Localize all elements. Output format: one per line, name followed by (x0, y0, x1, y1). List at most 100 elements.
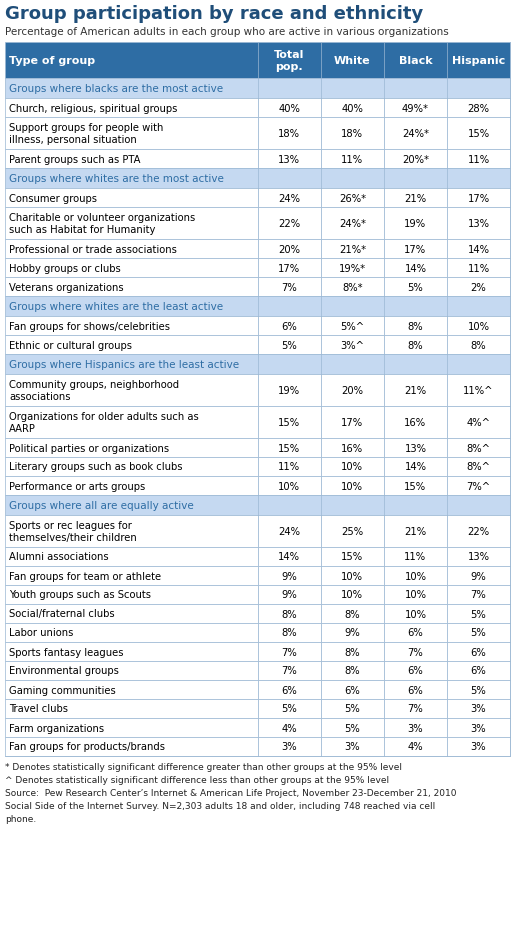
Bar (321, 548, 384, 566)
Text: 19%*: 19%* (339, 264, 366, 273)
Bar (384, 277, 447, 297)
Text: White: White (334, 56, 371, 66)
Bar (321, 99, 384, 118)
Bar (321, 566, 384, 586)
Text: 21%*: 21%* (339, 244, 366, 254)
Bar (384, 336, 447, 354)
Bar (321, 118, 384, 149)
Bar (258, 718, 321, 737)
Bar (447, 188, 510, 208)
Bar (5, 118, 258, 149)
Text: 3%: 3% (471, 723, 486, 733)
Bar (258, 737, 321, 756)
Text: 20%*: 20%* (402, 154, 429, 164)
Bar (258, 149, 321, 169)
Bar (321, 680, 384, 699)
Text: 28%: 28% (468, 103, 489, 113)
Bar (447, 680, 510, 699)
Text: Labor unions: Labor unions (9, 628, 73, 638)
Bar (258, 259, 321, 277)
Bar (447, 277, 510, 297)
Text: 5%: 5% (281, 341, 297, 350)
Bar (447, 375, 510, 406)
Text: 22%: 22% (468, 526, 490, 536)
Bar (258, 515, 321, 548)
Text: Organizations for older adults such as
AARP: Organizations for older adults such as A… (9, 412, 199, 433)
Text: 18%: 18% (278, 129, 300, 139)
Bar (258, 699, 321, 718)
Text: 8%: 8% (345, 647, 360, 657)
Bar (321, 208, 384, 239)
Bar (447, 458, 510, 476)
Text: 8%: 8% (345, 609, 360, 619)
Bar (321, 699, 384, 718)
Bar (321, 239, 384, 259)
Text: 10%: 10% (341, 481, 364, 491)
Bar (384, 548, 447, 566)
Bar (321, 662, 384, 680)
Text: 6%: 6% (471, 665, 486, 676)
Bar (447, 336, 510, 354)
Text: 10%: 10% (341, 462, 364, 472)
Bar (447, 476, 510, 496)
Text: Group participation by race and ethnicity: Group participation by race and ethnicit… (5, 5, 423, 23)
Text: 7%^: 7%^ (467, 481, 490, 491)
Bar (258, 548, 321, 566)
Bar (447, 259, 510, 277)
Text: 7%: 7% (407, 703, 423, 714)
Text: 9%: 9% (345, 628, 360, 638)
Text: 9%: 9% (281, 590, 297, 599)
Bar (5, 586, 258, 604)
Text: 6%: 6% (281, 685, 297, 695)
Text: 5%: 5% (471, 685, 486, 695)
Bar (321, 737, 384, 756)
Text: 40%: 40% (279, 103, 300, 113)
Bar (5, 642, 258, 662)
Bar (321, 515, 384, 548)
Text: 10%: 10% (404, 590, 426, 599)
Bar (258, 277, 321, 297)
Bar (258, 586, 321, 604)
Bar (447, 699, 510, 718)
Bar (5, 439, 258, 458)
Bar (258, 188, 321, 208)
Bar (5, 297, 510, 316)
Bar (447, 718, 510, 737)
Bar (321, 439, 384, 458)
Text: 16%: 16% (341, 443, 364, 453)
Text: 8%^: 8%^ (467, 443, 490, 453)
Text: Hobby groups or clubs: Hobby groups or clubs (9, 264, 121, 273)
Text: 7%: 7% (471, 590, 486, 599)
Bar (5, 375, 258, 406)
Text: 3%: 3% (407, 723, 423, 733)
Bar (321, 316, 384, 336)
Text: 10%: 10% (278, 481, 300, 491)
Bar (5, 259, 258, 277)
Text: 5%: 5% (281, 703, 297, 714)
Text: 40%: 40% (341, 103, 363, 113)
Bar (5, 239, 258, 259)
Text: Consumer groups: Consumer groups (9, 193, 97, 203)
Text: Groups where blacks are the most active: Groups where blacks are the most active (9, 84, 223, 94)
Bar (5, 476, 258, 496)
Text: Fan groups for shows/celebrities: Fan groups for shows/celebrities (9, 321, 170, 331)
Bar (5, 149, 258, 169)
Text: Source:  Pew Research Center’s Internet & American Life Project, November 23-Dec: Source: Pew Research Center’s Internet &… (5, 788, 456, 797)
Bar (384, 662, 447, 680)
Text: 7%: 7% (281, 665, 297, 676)
Bar (447, 99, 510, 118)
Text: 19%: 19% (404, 219, 426, 229)
Bar (5, 188, 258, 208)
Text: 11%: 11% (341, 154, 364, 164)
Text: Total
pop.: Total pop. (274, 50, 304, 71)
Bar (5, 718, 258, 737)
Text: 49%*: 49%* (402, 103, 429, 113)
Bar (5, 169, 510, 188)
Text: 24%*: 24%* (402, 129, 429, 139)
Bar (321, 259, 384, 277)
Text: 17%: 17% (278, 264, 300, 273)
Bar (258, 239, 321, 259)
Text: 24%: 24% (278, 193, 300, 203)
Text: Environmental groups: Environmental groups (9, 665, 119, 676)
Text: Gaming communities: Gaming communities (9, 685, 116, 695)
